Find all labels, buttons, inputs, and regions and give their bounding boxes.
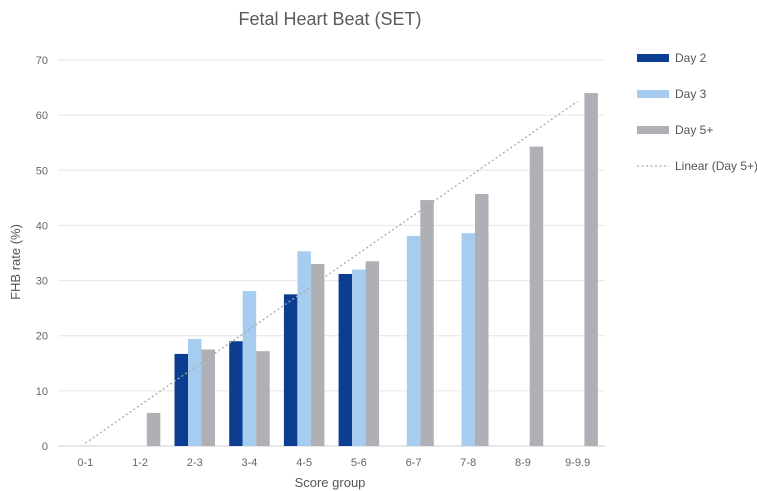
y-axis-label: FHB rate (%) — [8, 224, 23, 300]
x-tick-label: 6-7 — [406, 457, 422, 469]
legend: Day 2 Day 3 Day 5+ Linear (Day 5+) — [637, 51, 757, 173]
bar — [256, 351, 270, 446]
bars — [146, 93, 598, 446]
trendline — [84, 100, 579, 444]
bar — [420, 200, 434, 446]
y-tick-label: 70 — [36, 55, 48, 67]
bar — [174, 353, 188, 446]
y-tick-label: 0 — [42, 441, 48, 453]
x-tick-label: 9-9.9 — [565, 457, 590, 469]
x-axis-ticks: 0-1 1-2 2-3 3-4 4-5 5-6 6-7 7-8 8-9 9-9.9 — [77, 457, 590, 469]
x-tick-label: 4-5 — [296, 457, 312, 469]
x-tick-label: 8-9 — [515, 457, 531, 469]
y-tick-label: 20 — [36, 331, 48, 343]
bar — [229, 341, 243, 446]
bar — [338, 273, 353, 446]
legend-label: Linear (Day 5+) — [675, 159, 757, 173]
legend-label: Day 2 — [675, 51, 707, 65]
x-tick-label: 1-2 — [132, 457, 148, 469]
x-tick-label: 5-6 — [351, 457, 367, 469]
x-axis-label: Score group — [295, 475, 366, 490]
bar — [146, 412, 161, 446]
x-tick-label: 7-8 — [460, 457, 476, 469]
bar — [201, 349, 215, 446]
bar — [406, 235, 421, 446]
bar — [475, 193, 489, 446]
trendline-line — [84, 100, 579, 444]
x-tick-label: 2-3 — [187, 457, 203, 469]
y-tick-label: 50 — [36, 165, 48, 177]
bar — [310, 264, 325, 446]
y-tick-label: 40 — [36, 220, 48, 232]
bar — [242, 291, 257, 446]
legend-swatch — [637, 54, 669, 62]
y-tick-label: 10 — [36, 386, 48, 398]
bar — [352, 269, 366, 446]
bar — [365, 261, 380, 446]
x-tick-label: 0-1 — [77, 457, 93, 469]
x-tick-label: 3-4 — [241, 457, 257, 469]
bar — [529, 146, 544, 446]
bar — [297, 251, 311, 446]
bar — [461, 233, 475, 446]
bar — [283, 294, 298, 446]
chart-title: Fetal Heart Beat (SET) — [238, 9, 421, 29]
legend-swatch — [637, 90, 669, 98]
legend-swatch — [637, 126, 669, 134]
bar — [188, 339, 202, 446]
grid-lines — [58, 59, 605, 447]
y-axis-ticks: 0 10 20 30 40 50 60 70 — [36, 55, 48, 453]
legend-label: Day 5+ — [675, 123, 713, 137]
legend-label: Day 3 — [675, 87, 707, 101]
bar — [584, 93, 598, 446]
y-tick-label: 30 — [36, 276, 48, 288]
y-tick-label: 60 — [36, 110, 48, 122]
